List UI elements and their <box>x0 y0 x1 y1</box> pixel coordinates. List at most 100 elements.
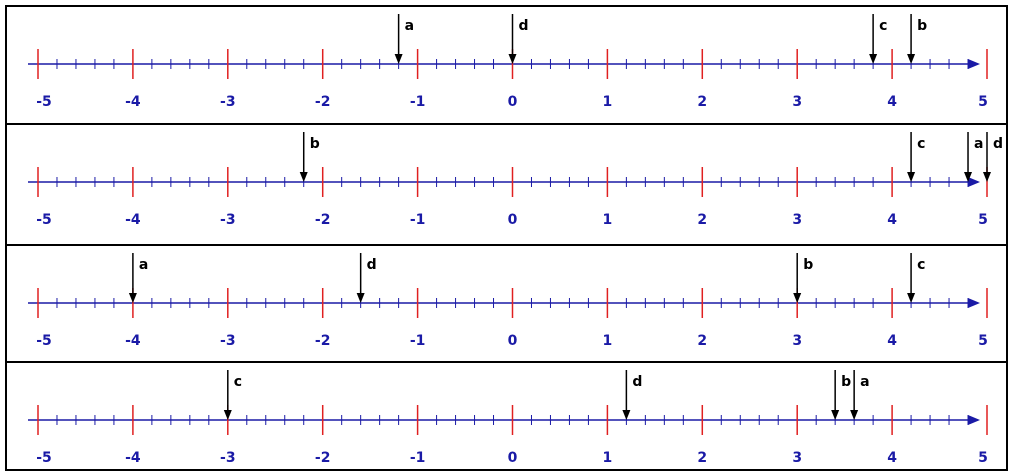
down-arrow-icon <box>356 293 365 303</box>
tick-label: -2 <box>315 212 331 228</box>
axis-arrow-icon <box>968 59 980 69</box>
down-arrow-icon <box>394 54 403 64</box>
down-arrow-icon <box>299 172 308 182</box>
marker-label: c <box>917 257 925 273</box>
tick-label: 2 <box>697 94 707 110</box>
marker-label: a <box>405 18 414 34</box>
tick-label: -3 <box>220 94 236 110</box>
tick-label: 0 <box>508 212 518 228</box>
down-arrow-icon <box>907 293 916 303</box>
down-arrow-icon <box>128 293 137 303</box>
marker-c: c <box>223 370 242 420</box>
tick-label: 5 <box>978 333 988 349</box>
marker-label: c <box>879 18 887 34</box>
marker-label: d <box>993 136 1003 152</box>
marker-label: b <box>917 18 927 34</box>
tick-label: -1 <box>410 94 426 110</box>
tick-label: 0 <box>508 333 518 349</box>
tick-label: 5 <box>978 94 988 110</box>
tick-label: 1 <box>603 94 613 110</box>
tick-label: 1 <box>603 212 613 228</box>
tick-label: -4 <box>125 333 141 349</box>
down-arrow-icon <box>508 54 517 64</box>
tick-label: -4 <box>125 212 141 228</box>
tick-label: 3 <box>792 212 802 228</box>
tick-label: 2 <box>697 212 707 228</box>
tick-label: -1 <box>410 450 426 466</box>
tick-label: -1 <box>410 333 426 349</box>
number-line-panel-1: -5 -4 -3 -2 -1 0 1 2 3 4 5 a d c b <box>5 5 1008 125</box>
tick-label: 1 <box>603 450 613 466</box>
tick-label: -2 <box>315 94 331 110</box>
tick-label: 0 <box>508 94 518 110</box>
panel-frame <box>5 361 1008 471</box>
marker-label: b <box>803 257 813 273</box>
marker-c: c <box>907 132 925 182</box>
tick-label: -4 <box>125 450 141 466</box>
marker-d: d <box>356 253 377 303</box>
tick-label: -5 <box>36 94 52 110</box>
marker-label: a <box>860 374 869 390</box>
axis-arrow-icon <box>968 415 980 425</box>
axis-arrow-icon <box>968 177 980 187</box>
tick-label: 4 <box>887 212 897 228</box>
marker-d: d <box>622 370 642 420</box>
axis-arrow-icon <box>968 298 980 308</box>
panel-frame <box>5 5 1008 125</box>
tick-label: 4 <box>887 333 897 349</box>
marker-label: a <box>139 257 148 273</box>
marker-b: b <box>299 132 320 182</box>
marker-label: a <box>974 136 983 152</box>
marker-d: d <box>983 132 1003 182</box>
marker-b: b <box>831 370 851 420</box>
down-arrow-icon <box>983 172 991 182</box>
marker-label: b <box>841 374 851 390</box>
marker-a: a <box>964 132 983 182</box>
tick-label: -1 <box>410 212 426 228</box>
down-arrow-icon <box>964 172 973 182</box>
marker-a: a <box>394 14 414 64</box>
number-line-panel-4: -5 -4 -3 -2 -1 0 1 2 3 4 5 c d b a <box>5 361 1008 471</box>
tick-label: -5 <box>36 212 52 228</box>
tick-label: -3 <box>220 333 236 349</box>
marker-a: a <box>128 253 148 303</box>
marker-c: c <box>869 14 887 64</box>
tick-label: -2 <box>315 333 331 349</box>
tick-label: 4 <box>887 450 897 466</box>
tick-label: -4 <box>125 94 141 110</box>
down-arrow-icon <box>622 410 631 420</box>
down-arrow-icon <box>850 410 859 420</box>
down-arrow-icon <box>907 54 916 64</box>
marker-label: c <box>917 136 925 152</box>
marker-label: d <box>632 374 642 390</box>
down-arrow-icon <box>907 172 916 182</box>
marker-d: d <box>508 14 529 64</box>
marker-label: d <box>519 18 529 34</box>
marker-a: a <box>850 370 870 420</box>
down-arrow-icon <box>869 54 878 64</box>
tick-label: -5 <box>36 450 52 466</box>
tick-label: -2 <box>315 450 331 466</box>
down-arrow-icon <box>793 293 802 303</box>
marker-label: d <box>367 257 377 273</box>
tick-label: 3 <box>792 333 802 349</box>
number-line-panel-2: -5 -4 -3 -2 -1 0 1 2 3 4 5 b c a d <box>5 123 1008 246</box>
tick-label: 2 <box>697 450 707 466</box>
tick-label: 2 <box>697 333 707 349</box>
marker-b: b <box>907 14 927 64</box>
down-arrow-icon <box>223 410 232 420</box>
down-arrow-icon <box>831 410 840 420</box>
marker-label: c <box>234 374 242 390</box>
tick-label: 4 <box>887 94 897 110</box>
panel-frame <box>5 123 1008 246</box>
tick-label: 5 <box>978 212 988 228</box>
tick-label: -3 <box>220 450 236 466</box>
tick-label: 3 <box>792 94 802 110</box>
marker-b: b <box>793 253 813 303</box>
number-line-panel-3: -5 -4 -3 -2 -1 0 1 2 3 4 5 a d b c <box>5 244 1008 363</box>
tick-label: 0 <box>508 450 518 466</box>
tick-label: 5 <box>978 450 988 466</box>
marker-label: b <box>310 136 320 152</box>
tick-label: -3 <box>220 212 236 228</box>
